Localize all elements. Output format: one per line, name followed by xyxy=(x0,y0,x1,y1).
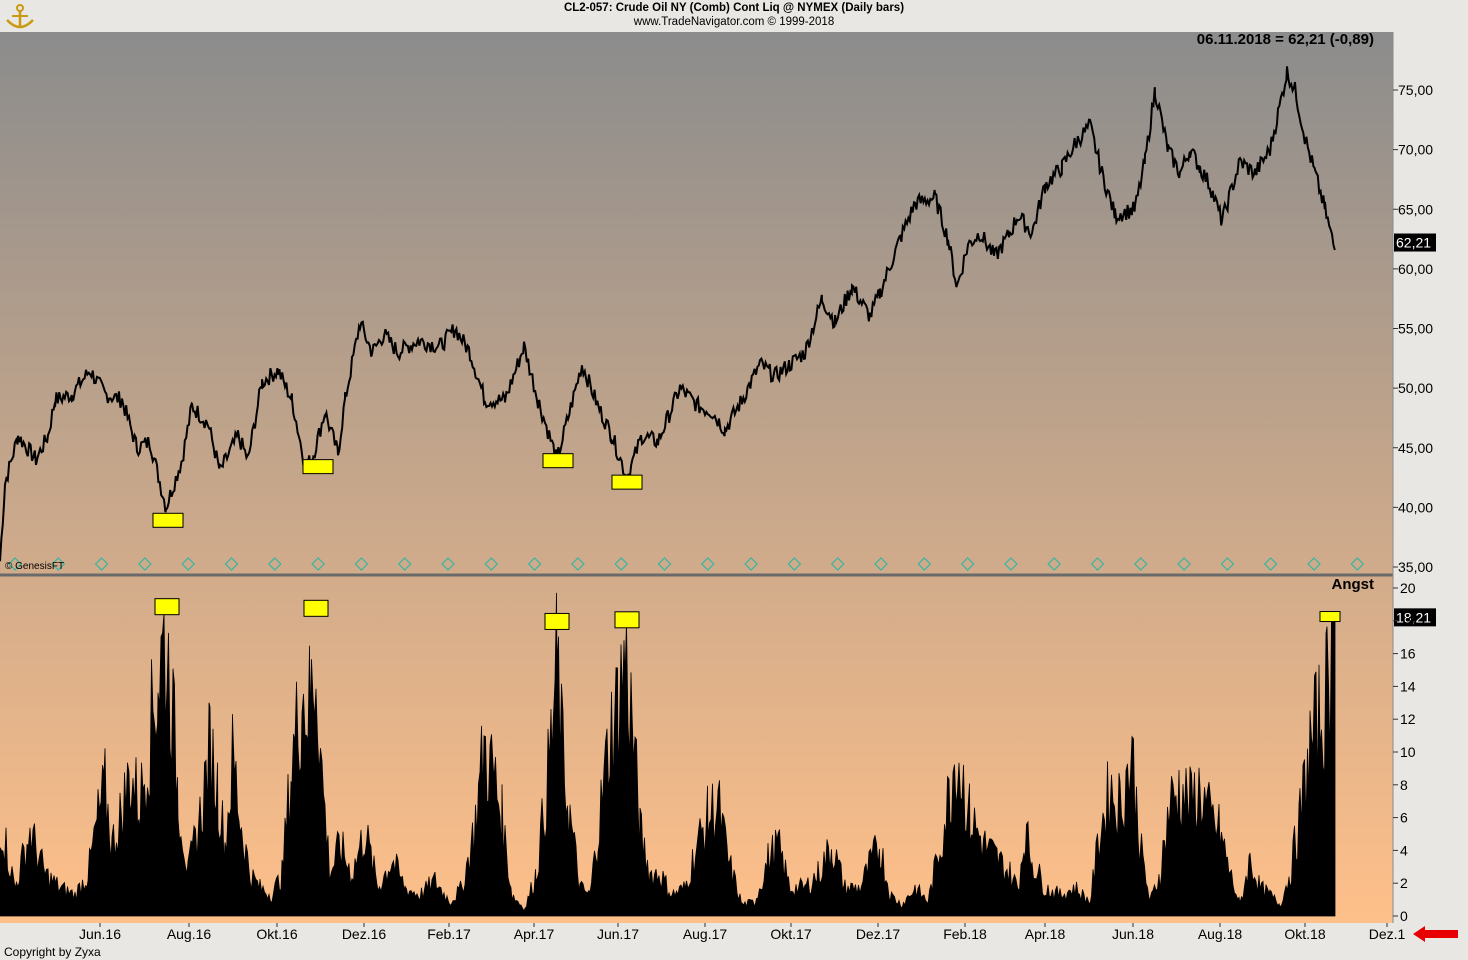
r-diamond-icon xyxy=(267,557,282,571)
angst-tick-label: 10 xyxy=(1400,744,1416,760)
angst-tick-label: 0 xyxy=(1400,908,1408,924)
price-tick-label: 45,00 xyxy=(1398,440,1433,456)
scroll-right-arrow-icon xyxy=(1413,926,1458,942)
price-tick-label: 35,00 xyxy=(1398,559,1433,575)
last-angst-box xyxy=(1394,608,1436,627)
r-diamond-icon xyxy=(917,557,932,571)
r-diamond-icon xyxy=(224,557,239,571)
angst-tick-label: 12 xyxy=(1400,711,1416,727)
right-axis-panel xyxy=(1393,32,1468,923)
r-diamond-icon xyxy=(51,557,66,571)
last-price-label: 62,21 xyxy=(1396,235,1431,251)
angst-tick-label: 8 xyxy=(1400,777,1408,793)
x-tick-label: Jun.17 xyxy=(597,926,639,942)
r-diamond-icon xyxy=(181,557,196,571)
low-marker xyxy=(302,459,334,475)
price-tick-label: 40,00 xyxy=(1398,499,1433,515)
r-diamond-icon xyxy=(527,557,542,571)
r-diamond-icon xyxy=(354,557,369,571)
x-tick-label: Aug.16 xyxy=(167,926,212,942)
indicator-title: Angst xyxy=(1331,576,1375,593)
peak-marker xyxy=(154,598,180,616)
last-angst-label: 18,21 xyxy=(1396,609,1431,625)
r-diamond-icon xyxy=(1004,557,1018,571)
r-diamond-icon xyxy=(94,557,109,571)
peak-marker xyxy=(303,599,329,617)
price-tick-label: 60,00 xyxy=(1398,261,1433,277)
angst-area xyxy=(0,592,1336,917)
anchor-logo-icon xyxy=(6,4,34,29)
x-tick-label: Jun.16 xyxy=(79,926,121,942)
angst-tick-label: 16 xyxy=(1400,646,1416,662)
x-tick-label: Feb.18 xyxy=(943,926,987,942)
x-tick-label: Okt.18 xyxy=(1284,926,1325,942)
x-tick-label: Apr.18 xyxy=(1025,926,1066,942)
r-diamond-icon xyxy=(8,557,22,571)
low-marker xyxy=(611,474,643,490)
x-tick-label: Dez.16 xyxy=(342,926,387,942)
angst-tick-label: 2 xyxy=(1400,875,1408,891)
angst-tick-label: 14 xyxy=(1400,678,1416,694)
angst-tick-label: 20 xyxy=(1400,580,1416,596)
x-tick-label: Dez.1 xyxy=(1369,926,1406,942)
r-diamond-icon xyxy=(1263,557,1278,571)
r-diamond-icon xyxy=(614,557,629,571)
x-tick-label: Jun.18 xyxy=(1112,926,1154,942)
peak-marker xyxy=(1319,611,1341,623)
r-diamond-icon xyxy=(484,557,499,571)
angst-tick-label: 18 xyxy=(1400,613,1416,629)
r-diamond-icon xyxy=(1047,557,1062,571)
r-diamond-icon xyxy=(138,557,152,571)
r-diamond-icon xyxy=(441,557,455,571)
price-tick-label: 75,00 xyxy=(1398,82,1433,98)
price-tick-label: 50,00 xyxy=(1398,380,1433,396)
r-diamond-icon xyxy=(700,557,715,571)
r-diamond-icon xyxy=(397,557,412,571)
x-tick-label: Aug.17 xyxy=(683,926,728,942)
angst-tick-label: 6 xyxy=(1400,810,1408,826)
x-tick-label: Feb.17 xyxy=(427,926,471,942)
r-diamond-icon xyxy=(1350,557,1365,571)
r-diamond-icon xyxy=(1133,557,1148,571)
r-diamond-icon xyxy=(960,557,975,571)
price-tick-label: 70,00 xyxy=(1398,142,1433,158)
x-tick-label: Apr.17 xyxy=(514,926,555,942)
x-tick-label: Okt.17 xyxy=(770,926,811,942)
x-tick-label: Okt.16 xyxy=(256,926,297,942)
r-diamond-icon xyxy=(1307,557,1321,571)
copyright: Copyright by Zyxa xyxy=(4,945,101,959)
last-price-box xyxy=(1394,233,1436,252)
peak-marker xyxy=(614,611,640,629)
peak-marker xyxy=(544,612,570,630)
last-quote: 06.11.2018 = 62,21 (-0,89) xyxy=(1196,31,1374,48)
r-diamond-icon xyxy=(787,557,802,571)
r-diamond-icon xyxy=(657,557,672,571)
price-tick-label: 55,00 xyxy=(1398,321,1433,337)
watermark: © GenesisFT xyxy=(5,561,65,572)
price-line xyxy=(0,66,1336,562)
r-diamond-icon xyxy=(744,557,758,571)
chart-subtitle: www.TradeNavigator.com © 1999-2018 xyxy=(633,16,835,28)
r-diamond-icon xyxy=(1220,557,1235,571)
chart-title: CL2-057: Crude Oil NY (Comb) Cont Liq @ … xyxy=(563,2,905,14)
low-marker xyxy=(152,512,184,528)
x-tick-label: Dez.17 xyxy=(856,926,901,942)
r-diamond-icon xyxy=(571,557,585,571)
price-tick-label: 65,00 xyxy=(1398,201,1433,217)
low-marker xyxy=(542,453,574,469)
r-diamond-icon xyxy=(1090,557,1105,571)
x-tick-label: Aug.18 xyxy=(1198,926,1243,942)
r-diamond-icon xyxy=(830,557,845,571)
r-diamond-icon xyxy=(1177,557,1191,571)
angst-tick-label: 4 xyxy=(1400,842,1408,858)
r-diamond-icon xyxy=(874,557,888,571)
r-diamond-icon xyxy=(311,557,325,571)
